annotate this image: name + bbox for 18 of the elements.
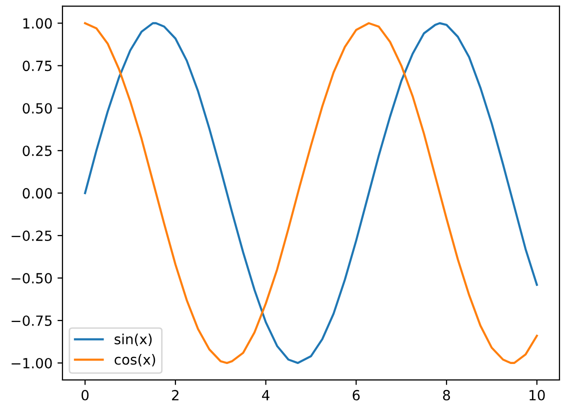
y-tick-label: 0.75 (22, 60, 52, 72)
x-tick-label: 6 (352, 390, 360, 400)
y-tick-label: 0.25 (22, 146, 52, 156)
y-tick-label: −0.25 (12, 230, 52, 242)
y-tick-label: −0.50 (12, 272, 52, 284)
x-tick-label: 10 (530, 390, 545, 400)
x-tick-label: 8 (443, 390, 450, 400)
line-series (84, 22, 538, 364)
y-tick-label: −0.75 (12, 315, 52, 326)
y-tick-label: −1.00 (12, 358, 52, 368)
legend-label: sin(x) (114, 334, 152, 346)
x-tick-label: 2 (172, 390, 178, 400)
y-tick-label: 0.50 (22, 103, 52, 114)
legend-label: cos(x) (114, 354, 156, 366)
y-tick-label: 0.00 (22, 188, 52, 199)
x-tick-label: 0 (82, 390, 89, 400)
y-tick-label: 1.00 (23, 18, 52, 29)
x-tick-label: 4 (262, 390, 270, 400)
